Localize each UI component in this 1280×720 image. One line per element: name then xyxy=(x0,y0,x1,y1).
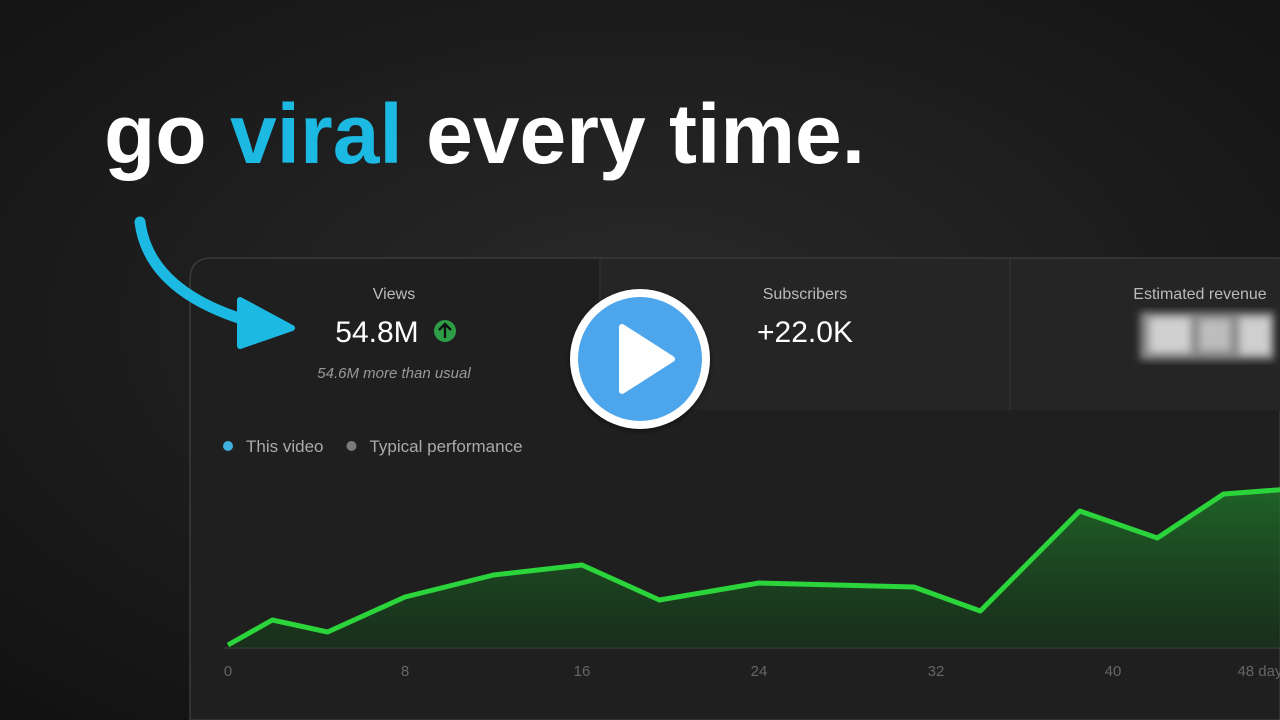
x-tick-label: 0 xyxy=(224,663,232,680)
legend-marker xyxy=(346,441,357,451)
legend-marker xyxy=(223,441,233,451)
headline-word: go xyxy=(104,87,207,181)
play-button[interactable] xyxy=(570,289,710,429)
chart: This video Typical performance 0 8 16 24 32 40 4… xyxy=(223,437,1280,680)
x-tick-label: 8 xyxy=(401,663,409,680)
up-arrow xyxy=(438,322,452,338)
x-tick-label: 40 xyxy=(1105,663,1122,680)
series-line xyxy=(226,487,1280,648)
headline-highlight: viral xyxy=(230,87,403,181)
card-value: 54.8M xyxy=(335,316,418,349)
legend-label: Typical performance xyxy=(369,437,522,456)
blurred-revenue xyxy=(1140,312,1274,360)
pointer-arrowhead xyxy=(237,297,295,349)
card-note: 54.6M more than usual xyxy=(317,365,471,382)
card-label: Views xyxy=(373,286,415,303)
card-value: +22.0K xyxy=(757,316,853,349)
x-tick-label: 32 xyxy=(928,663,945,680)
legend-label: This video xyxy=(246,437,323,456)
x-tick-label: 16 xyxy=(574,663,591,680)
card-label: Subscribers xyxy=(763,286,847,303)
x-tick-label: 48 days xyxy=(1237,663,1280,680)
headline: go viral every time. xyxy=(104,87,865,181)
area-fill xyxy=(228,489,1280,648)
card-label: Estimated revenue xyxy=(1133,286,1267,303)
x-tick-label: 24 xyxy=(751,663,768,680)
headline-word: every time. xyxy=(426,87,865,181)
